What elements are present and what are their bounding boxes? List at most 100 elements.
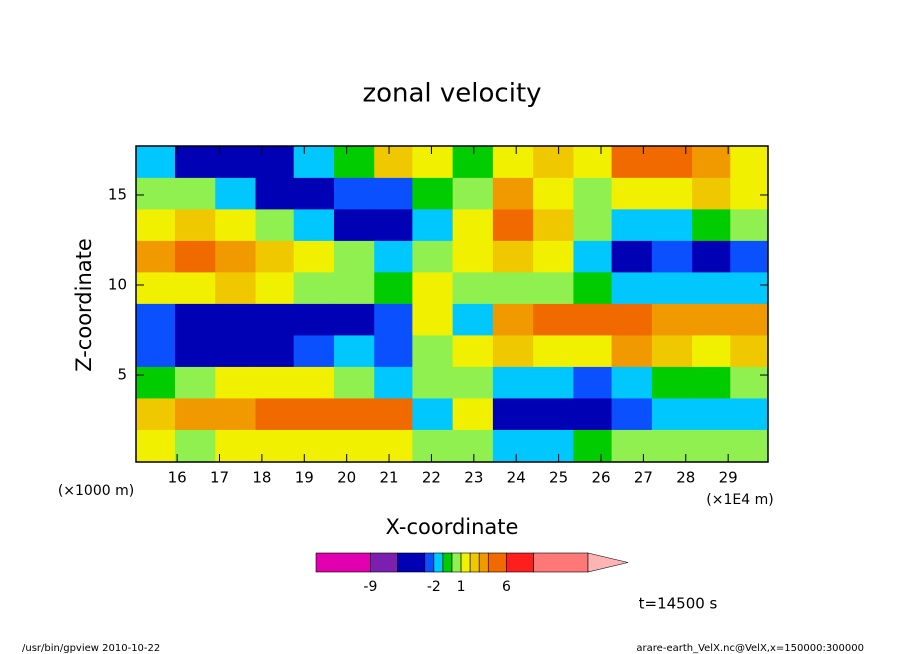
field-cell — [533, 272, 574, 305]
field-cell — [533, 240, 574, 273]
field-cell — [374, 366, 413, 399]
field-cell — [333, 209, 375, 242]
x-axis-label: X-coordinate — [386, 515, 519, 539]
x-tick-label: 22 — [422, 469, 441, 487]
field-cell — [730, 366, 768, 399]
x-tick-label: 20 — [337, 469, 356, 487]
field-cell — [611, 303, 653, 336]
field-cell — [492, 240, 534, 273]
colorbar-segment — [487, 552, 507, 573]
field-cell — [293, 146, 335, 179]
chart-title: zonal velocity — [362, 79, 541, 109]
x-tick-label: 28 — [676, 469, 695, 487]
field-cell — [136, 240, 176, 273]
field-cell — [255, 240, 295, 273]
field-cell — [136, 398, 176, 431]
colorbar-segment — [315, 552, 371, 573]
field-cell — [293, 272, 335, 305]
field-cell — [492, 335, 534, 368]
field-cell — [215, 209, 257, 242]
field-cell — [174, 272, 216, 305]
field-cell — [492, 398, 534, 431]
field-cell — [651, 240, 693, 273]
field-cell — [412, 429, 454, 462]
field-cell — [492, 303, 534, 336]
field-cell — [293, 303, 335, 336]
x-tick-label: 16 — [168, 469, 187, 487]
field-cell — [293, 366, 335, 399]
x-unit-right: (×1E4 m) — [706, 492, 773, 508]
field-cell — [136, 335, 176, 368]
field-cell — [651, 209, 693, 242]
field-cell — [452, 335, 494, 368]
field — [136, 146, 768, 462]
field-cell — [412, 335, 454, 368]
field-cell — [374, 240, 413, 273]
field-cell — [692, 398, 731, 431]
field-cell — [651, 398, 693, 431]
field-cell — [692, 429, 731, 462]
x-tick-label: 23 — [464, 469, 483, 487]
x-tick-label: 17 — [210, 469, 229, 487]
colorbar-segment — [460, 552, 471, 573]
field-cell — [333, 177, 375, 210]
field-cell — [136, 272, 176, 305]
field-cell — [333, 146, 375, 179]
field-cell — [452, 429, 494, 462]
field-cell — [651, 335, 693, 368]
field-cell — [293, 209, 335, 242]
field-cell — [573, 146, 613, 179]
field-cell — [174, 335, 216, 368]
field-cell — [174, 177, 216, 210]
y-axis-label: Z-coordinate — [72, 238, 96, 372]
field-cell — [452, 177, 494, 210]
field-cell — [374, 146, 413, 179]
plot-frame — [135, 145, 769, 463]
field-cell — [533, 398, 574, 431]
field-cell — [255, 366, 295, 399]
field-cell — [611, 177, 653, 210]
field-cell — [651, 366, 693, 399]
footer-right: arare-earth_VelX.nc@VelX,x=150000:300000 — [636, 643, 864, 654]
field-cell — [730, 429, 768, 462]
field-cell — [492, 429, 534, 462]
field-cell — [333, 240, 375, 273]
field-cell — [374, 303, 413, 336]
field-cell — [215, 429, 257, 462]
colorbar-segment — [397, 552, 426, 573]
field-cell — [174, 146, 216, 179]
time-annotation: t=14500 s — [639, 595, 718, 613]
field-cell — [412, 146, 454, 179]
field-cell — [492, 209, 534, 242]
field-cell — [293, 177, 335, 210]
field-cell — [412, 177, 454, 210]
footer-left: /usr/bin/gpview 2010-10-22 — [22, 643, 160, 654]
field-cell — [651, 429, 693, 462]
x-tick-label: 18 — [252, 469, 271, 487]
field-cell — [452, 146, 494, 179]
field-cell — [452, 398, 494, 431]
field-cell — [255, 177, 295, 210]
field-cell — [374, 335, 413, 368]
field-cell — [215, 272, 257, 305]
field-cell — [412, 303, 454, 336]
x-unit-left: (×1000 m) — [58, 483, 134, 499]
colorbar-segment — [533, 552, 589, 573]
field-cell — [333, 366, 375, 399]
field-cell — [412, 240, 454, 273]
field-cell — [174, 398, 216, 431]
field-cell — [333, 429, 375, 462]
field-cell — [452, 272, 494, 305]
field-cell — [692, 366, 731, 399]
field-cell — [573, 366, 613, 399]
field-cell — [136, 209, 176, 242]
field-cell — [374, 429, 413, 462]
field-cell — [174, 366, 216, 399]
colorbar-segment — [433, 552, 444, 573]
field-cell — [651, 272, 693, 305]
field-cell — [412, 209, 454, 242]
field-cell — [573, 398, 613, 431]
field-cell — [573, 429, 613, 462]
field-cell — [452, 209, 494, 242]
field-cell — [293, 240, 335, 273]
